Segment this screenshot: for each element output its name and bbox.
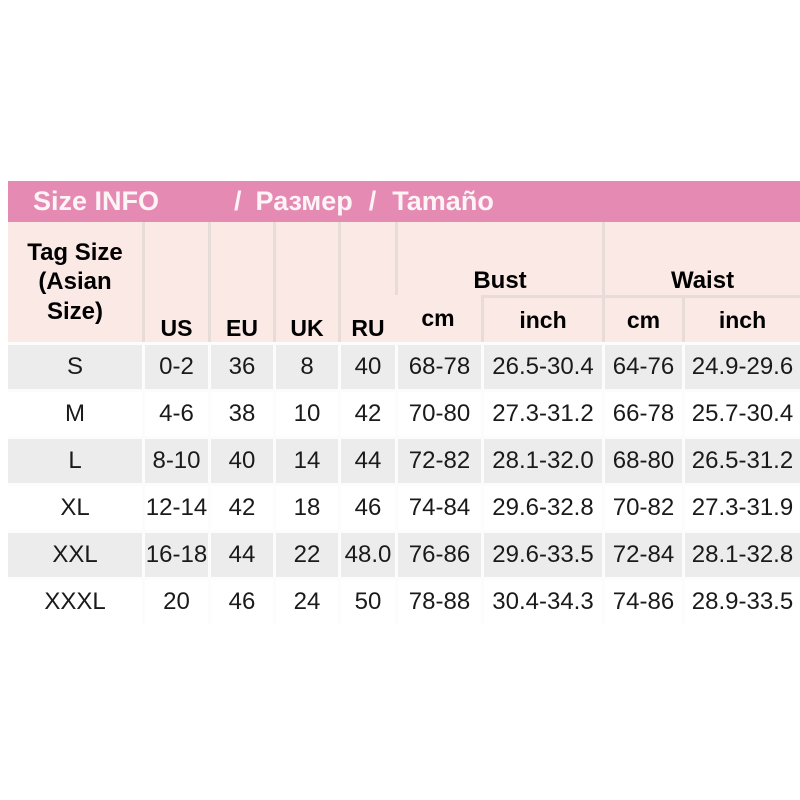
header-tag-size-line3: Size) — [46, 297, 103, 325]
table-row-s: S 0-2 36 8 40 68-78 26.5-30.4 64-76 24.9… — [8, 342, 800, 389]
cell-tag: S — [8, 342, 142, 389]
cell-ru: 44 — [338, 436, 395, 483]
cell-ru: 50 — [338, 577, 395, 624]
cell-uk: 14 — [273, 436, 338, 483]
table-row-l: L 8-10 40 14 44 72-82 28.1-32.0 68-80 26… — [8, 436, 800, 483]
cell-us: 16-18 — [142, 530, 208, 577]
cell-bust-inch: 26.5-30.4 — [481, 342, 602, 389]
title-separator-2: / — [368, 186, 377, 216]
size-chart: Size INFO / Размер / Tamaño Tag Size (As… — [8, 181, 800, 624]
cell-waist-inch: 28.1-32.8 — [682, 530, 800, 577]
cell-bust-cm: 78-88 — [395, 577, 481, 624]
cell-waist-inch: 26.5-31.2 — [682, 436, 800, 483]
cell-eu: 38 — [208, 389, 273, 436]
cell-bust-inch: 28.1-32.0 — [481, 436, 602, 483]
cell-bust-cm: 68-78 — [395, 342, 481, 389]
cell-waist-inch: 28.9-33.5 — [682, 577, 800, 624]
cell-tag: L — [8, 436, 142, 483]
cell-ru: 42 — [338, 389, 395, 436]
header-ru: RU — [338, 222, 395, 342]
cell-us: 0-2 — [142, 342, 208, 389]
header-eu: EU — [208, 222, 273, 342]
cell-bust-inch: 29.6-32.8 — [481, 483, 602, 530]
cell-ru: 40 — [338, 342, 395, 389]
cell-waist-inch: 27.3-31.9 — [682, 483, 800, 530]
cell-waist-cm: 66-78 — [602, 389, 682, 436]
header-waist-cm: cm — [602, 295, 682, 342]
cell-waist-cm: 64-76 — [602, 342, 682, 389]
cell-waist-cm: 74-86 — [602, 577, 682, 624]
cell-waist-cm: 70-82 — [602, 483, 682, 530]
cell-us: 8-10 — [142, 436, 208, 483]
table-row-m: M 4-6 38 10 42 70-80 27.3-31.2 66-78 25.… — [8, 389, 800, 436]
header-bust-inch: inch — [481, 295, 602, 342]
cell-eu: 40 — [208, 436, 273, 483]
cell-bust-cm: 72-82 — [395, 436, 481, 483]
cell-bust-inch: 27.3-31.2 — [481, 389, 602, 436]
cell-uk: 8 — [273, 342, 338, 389]
cell-tag: XL — [8, 483, 142, 530]
header-us: US — [142, 222, 208, 342]
cell-tag: M — [8, 389, 142, 436]
title-size-info: Size INFO — [33, 186, 160, 216]
cell-waist-cm: 68-80 — [602, 436, 682, 483]
cell-uk: 18 — [273, 483, 338, 530]
cell-eu: 44 — [208, 530, 273, 577]
header-tag-size: Tag Size (Asian Size) — [8, 222, 142, 342]
header-waist: Waist — [602, 222, 800, 295]
cell-bust-cm: 70-80 — [395, 389, 481, 436]
cell-us: 4-6 — [142, 389, 208, 436]
cell-bust-cm: 74-84 — [395, 483, 481, 530]
header-waist-inch: inch — [682, 295, 800, 342]
cell-bust-cm: 76-86 — [395, 530, 481, 577]
cell-ru: 46 — [338, 483, 395, 530]
header-uk: UK — [273, 222, 338, 342]
cell-tag: XXL — [8, 530, 142, 577]
cell-us: 12-14 — [142, 483, 208, 530]
cell-bust-inch: 29.6-33.5 — [481, 530, 602, 577]
title-tamano: Tamaño — [392, 186, 494, 216]
table-row-xxl: XXL 16-18 44 22 48.0 76-86 29.6-33.5 72-… — [8, 530, 800, 577]
cell-uk: 24 — [273, 577, 338, 624]
cell-eu: 36 — [208, 342, 273, 389]
header-bust-cm: cm — [395, 295, 481, 342]
cell-bust-inch: 30.4-34.3 — [481, 577, 602, 624]
header-tag-size-line1: Tag Size — [27, 239, 123, 267]
cell-waist-cm: 72-84 — [602, 530, 682, 577]
header-row-groups: Tag Size (Asian Size) US EU UK RU Bust W… — [8, 222, 800, 342]
cell-ru: 48.0 — [338, 530, 395, 577]
cell-waist-inch: 25.7-30.4 — [682, 389, 800, 436]
cell-uk: 22 — [273, 530, 338, 577]
table-row-xl: XL 12-14 42 18 46 74-84 29.6-32.8 70-82 … — [8, 483, 800, 530]
title-razmer: Размер — [255, 186, 353, 216]
title-separator-1: / — [234, 186, 242, 216]
cell-eu: 46 — [208, 577, 273, 624]
cell-us: 20 — [142, 577, 208, 624]
header-row-units: cm inch cm inch — [8, 295, 800, 342]
size-table: Tag Size (Asian Size) US EU UK RU Bust W… — [8, 222, 800, 624]
cell-waist-inch: 24.9-29.6 — [682, 342, 800, 389]
cell-uk: 10 — [273, 389, 338, 436]
header-tag-size-line2: (Asian — [38, 268, 112, 296]
header-bust: Bust — [395, 222, 602, 295]
title-bar: Size INFO / Размер / Tamaño — [8, 181, 800, 222]
cell-eu: 42 — [208, 483, 273, 530]
cell-tag: XXXL — [8, 577, 142, 624]
table-row-xxxl: XXXL 20 46 24 50 78-88 30.4-34.3 74-86 2… — [8, 577, 800, 624]
